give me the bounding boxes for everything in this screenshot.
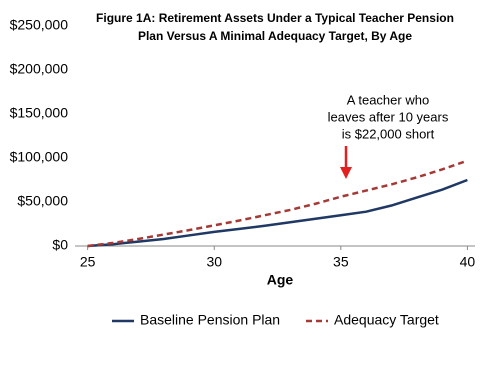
y-tick-label: $150,000 [10,105,69,121]
annotation: A teacher who [347,92,429,107]
annotation: leaves after 10 years [328,109,449,124]
x-tick-label: 40 [460,254,476,270]
x-axis-label: Age [267,272,294,288]
x-tick-label: 35 [333,254,349,270]
y-tick-label: $200,000 [10,61,69,77]
chart-title: Figure 1A: Retirement Assets Under a Typ… [96,11,454,25]
x-tick-label: 25 [80,254,96,270]
legend-label: Baseline Pension Plan [140,312,280,328]
line-series [87,159,468,248]
y-tick-label: $0 [52,237,68,253]
y-tick-label: $50,000 [17,193,68,209]
annotation: is $22,000 short [342,126,435,141]
legend-label: Adequacy Target [334,312,439,328]
y-tick-label: $100,000 [10,149,69,165]
arrow-head [340,167,352,179]
line-series [87,178,468,248]
chart-title: Plan Versus A Minimal Adequacy Target, B… [138,29,412,43]
y-tick-label: $250,000 [10,17,69,33]
x-tick-label: 30 [206,254,222,270]
